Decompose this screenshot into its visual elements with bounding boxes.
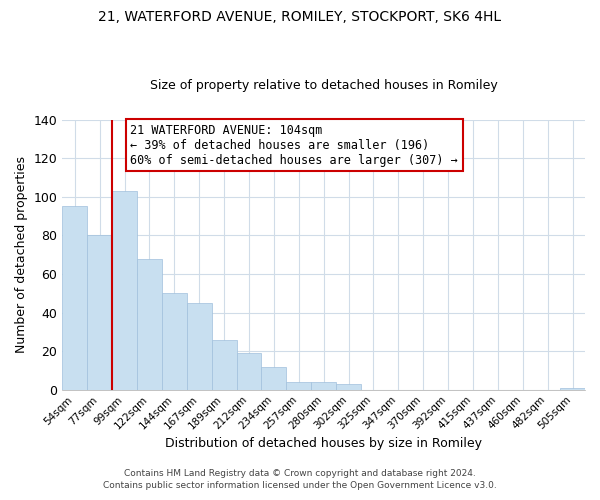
X-axis label: Distribution of detached houses by size in Romiley: Distribution of detached houses by size … [165, 437, 482, 450]
Bar [286, 382, 311, 390]
Bar [212, 340, 236, 390]
Bar [336, 384, 361, 390]
Bar [560, 388, 585, 390]
Title: Size of property relative to detached houses in Romiley: Size of property relative to detached ho… [150, 79, 497, 92]
Text: Contains HM Land Registry data © Crown copyright and database right 2024.
Contai: Contains HM Land Registry data © Crown c… [103, 468, 497, 490]
Bar [137, 258, 162, 390]
Bar [87, 236, 112, 390]
Bar [311, 382, 336, 390]
Bar [236, 353, 262, 390]
Text: 21, WATERFORD AVENUE, ROMILEY, STOCKPORT, SK6 4HL: 21, WATERFORD AVENUE, ROMILEY, STOCKPORT… [98, 10, 502, 24]
Bar [112, 191, 137, 390]
Bar [187, 303, 212, 390]
Bar [162, 293, 187, 390]
Bar [262, 366, 286, 390]
Bar [62, 206, 87, 390]
Text: 21 WATERFORD AVENUE: 104sqm
← 39% of detached houses are smaller (196)
60% of se: 21 WATERFORD AVENUE: 104sqm ← 39% of det… [130, 124, 458, 166]
Y-axis label: Number of detached properties: Number of detached properties [15, 156, 28, 353]
